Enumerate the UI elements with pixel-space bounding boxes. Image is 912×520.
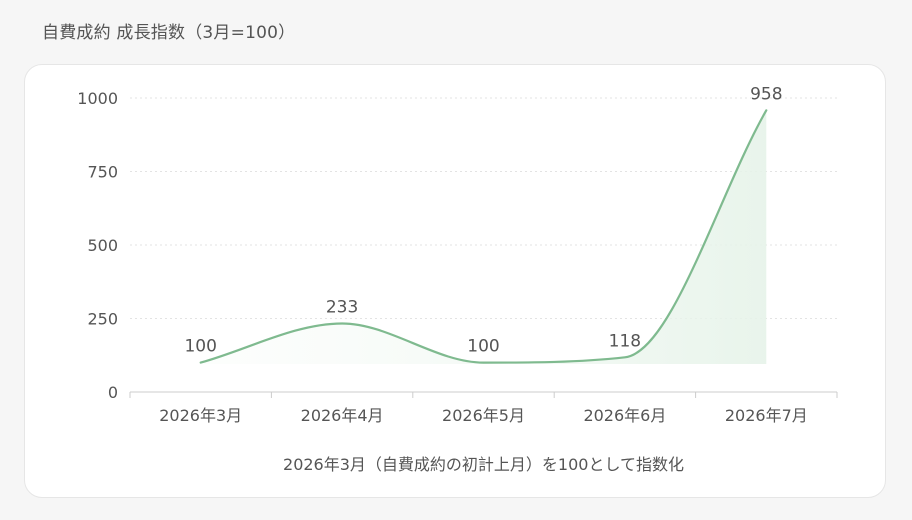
data-label: 100 <box>467 337 499 357</box>
series-line <box>199 109 768 364</box>
y-tick-label: 750 <box>87 163 118 182</box>
data-label: 958 <box>750 84 782 104</box>
y-tick-label: 500 <box>87 236 118 255</box>
y-tick-label: 0 <box>108 383 118 402</box>
page-title: 自費成約 成長指数（3月=100） <box>42 23 296 43</box>
y-tick-label: 250 <box>87 310 118 329</box>
x-tick-label: 2026年7月 <box>725 406 808 425</box>
y-tick-label: 1000 <box>77 89 118 108</box>
x-tick-label: 2026年4月 <box>301 406 384 425</box>
x-tick-label: 2026年5月 <box>442 406 525 425</box>
data-label: 118 <box>609 331 641 351</box>
data-label: 233 <box>326 297 358 317</box>
x-axis-title: 2026年3月（自費成約の初計上月）を100として指数化 <box>283 455 684 474</box>
x-tick-label: 2026年6月 <box>583 406 666 425</box>
x-tick-label: 2026年3月 <box>159 406 242 425</box>
data-label: 100 <box>184 337 216 357</box>
series-area <box>200 110 767 365</box>
